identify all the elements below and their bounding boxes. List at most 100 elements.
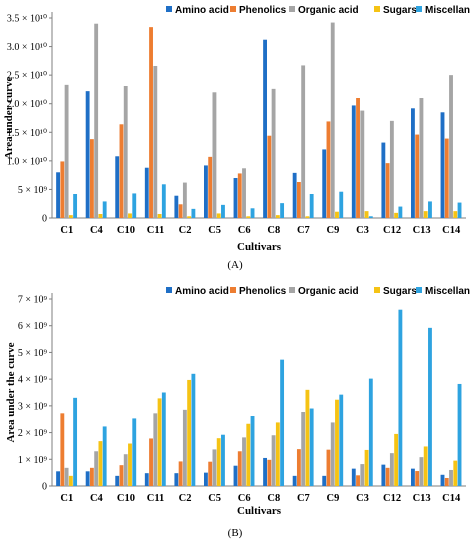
y-tick-label: 2 × 10⁹ — [18, 428, 48, 439]
bar-c9-phenolics — [326, 121, 331, 218]
bar-c8-sugars — [275, 422, 280, 486]
bar-c5-miscellaneous — [221, 204, 225, 218]
bar-c14-amino-acid — [440, 474, 445, 486]
x-tick-label: C6 — [238, 493, 251, 504]
x-tick-label: C5 — [208, 493, 221, 504]
legend: Amino acid Phenolics Organic acid Sugars Mis… — [166, 5, 470, 16]
chart-panel-a: 0 5 × 10⁹ 1.0 × 10¹⁰ 1.5 × 10¹⁰ 2.0 × 10¹⁰ 2.… — [3, 5, 470, 271]
legend-swatch — [166, 287, 172, 293]
bar-c12-phenolics — [385, 163, 390, 218]
bar-c1-amino-acid — [56, 172, 60, 218]
bar-c4-organic-acid — [94, 451, 99, 486]
bar-c8-amino-acid — [263, 457, 267, 486]
bar-c1-organic-acid — [64, 84, 69, 218]
bar-c13-miscellaneous — [428, 327, 432, 486]
bar-c5-amino-acid — [204, 472, 208, 486]
bar-c2-miscellaneous — [191, 208, 196, 218]
bar-c9-sugars — [335, 211, 339, 218]
bar-c1-organic-acid — [64, 467, 69, 486]
bar-c3-phenolics — [356, 475, 360, 486]
bar-c11-phenolics — [149, 438, 153, 486]
bar-c6-miscellaneous — [250, 208, 255, 218]
bar-c9-miscellaneous — [339, 191, 344, 218]
y-tick-label: 2.5 × 10¹⁰ — [7, 71, 47, 82]
x-tick-label: C2 — [179, 493, 192, 504]
bar-c2-amino-acid — [174, 195, 179, 218]
y-tick-label: 6 × 10⁹ — [18, 321, 48, 332]
bar-c14-organic-acid — [449, 75, 453, 218]
bar-c11-miscellaneous — [161, 184, 166, 218]
bar-c10-sugars — [128, 443, 132, 486]
bar-c12-organic-acid — [389, 453, 394, 486]
bar-c13-amino-acid — [411, 468, 415, 486]
bar-c7-amino-acid — [292, 475, 297, 486]
x-tick-label: C12 — [383, 225, 401, 236]
y-tick-label: 1 × 10⁹ — [18, 455, 48, 466]
bar-c13-organic-acid — [419, 457, 424, 486]
bar-c13-miscellaneous — [428, 201, 432, 218]
x-tick-label: C3 — [356, 493, 369, 504]
legend-swatch — [230, 287, 236, 293]
x-tick-label: C5 — [208, 225, 221, 236]
x-tick-label: C10 — [117, 493, 135, 504]
panel-label: (B) — [228, 527, 243, 539]
legend-label: Organic acid — [298, 5, 359, 16]
bar-c4-amino-acid — [85, 91, 90, 218]
legend-label: Sugars — [383, 286, 417, 297]
legend-swatch — [374, 6, 380, 12]
x-axis-title: Cultivars — [237, 241, 282, 253]
bar-c11-organic-acid — [153, 413, 158, 486]
legend-label: Amino acid — [175, 5, 229, 16]
bar-c4-phenolics — [89, 467, 94, 486]
x-tick-label: C11 — [147, 493, 165, 504]
x-tick-label: C3 — [356, 225, 369, 236]
bar-c7-miscellaneous — [309, 408, 314, 486]
bar-c14-amino-acid — [440, 112, 445, 218]
bar-c10-sugars — [128, 213, 132, 218]
bar-c1-sugars — [68, 215, 73, 218]
y-axis-title: Area under curve — [3, 77, 15, 160]
bar-c12-amino-acid — [381, 142, 386, 218]
bar-c6-miscellaneous — [250, 416, 255, 486]
bar-c7-phenolics — [296, 182, 301, 218]
bar-c3-organic-acid — [360, 464, 365, 486]
bar-c7-sugars — [305, 216, 310, 218]
x-tick-label: C9 — [327, 493, 340, 504]
bar-c7-phenolics — [296, 449, 301, 486]
bar-c5-sugars — [216, 438, 221, 486]
x-tick-label: C13 — [413, 225, 431, 236]
x-tick-label: C14 — [442, 493, 461, 504]
bar-c8-miscellaneous — [280, 203, 285, 218]
legend-label: Sugars — [383, 5, 417, 16]
legend: Amino acid Phenolics Organic acid Sugars Mis… — [166, 286, 470, 297]
bar-c4-organic-acid — [94, 23, 99, 219]
bar-c7-organic-acid — [301, 412, 306, 486]
x-tick-label: C10 — [117, 225, 135, 236]
bar-c1-miscellaneous — [73, 397, 78, 486]
x-tick-label: C8 — [267, 225, 280, 236]
bar-c3-organic-acid — [360, 110, 365, 218]
bar-c1-sugars — [68, 475, 73, 486]
legend-swatch — [416, 6, 422, 12]
bar-c3-sugars — [364, 449, 369, 486]
bar-c3-phenolics — [356, 98, 360, 218]
bar-c10-amino-acid — [115, 156, 120, 218]
bar-c6-phenolics — [237, 451, 242, 486]
x-tick-label: C11 — [147, 225, 165, 236]
x-tick-label: C13 — [413, 493, 431, 504]
bar-c14-organic-acid — [449, 469, 453, 486]
bar-c4-amino-acid — [85, 471, 90, 486]
bar-c3-miscellaneous — [368, 216, 373, 218]
bar-c10-miscellaneous — [132, 418, 137, 486]
y-tick-label: 0 — [42, 214, 47, 225]
y-tick-label: 0 — [42, 482, 47, 493]
bar-c8-amino-acid — [263, 39, 267, 219]
legend-label: Miscellaneous — [425, 286, 470, 297]
x-tick-label: C4 — [90, 225, 104, 236]
bar-c4-phenolics — [89, 139, 94, 218]
y-tick-label: 5 × 10⁹ — [18, 348, 48, 359]
bar-c4-sugars — [98, 441, 103, 486]
bar-c13-organic-acid — [419, 98, 424, 218]
y-tick-label: 7 × 10⁹ — [18, 295, 48, 306]
